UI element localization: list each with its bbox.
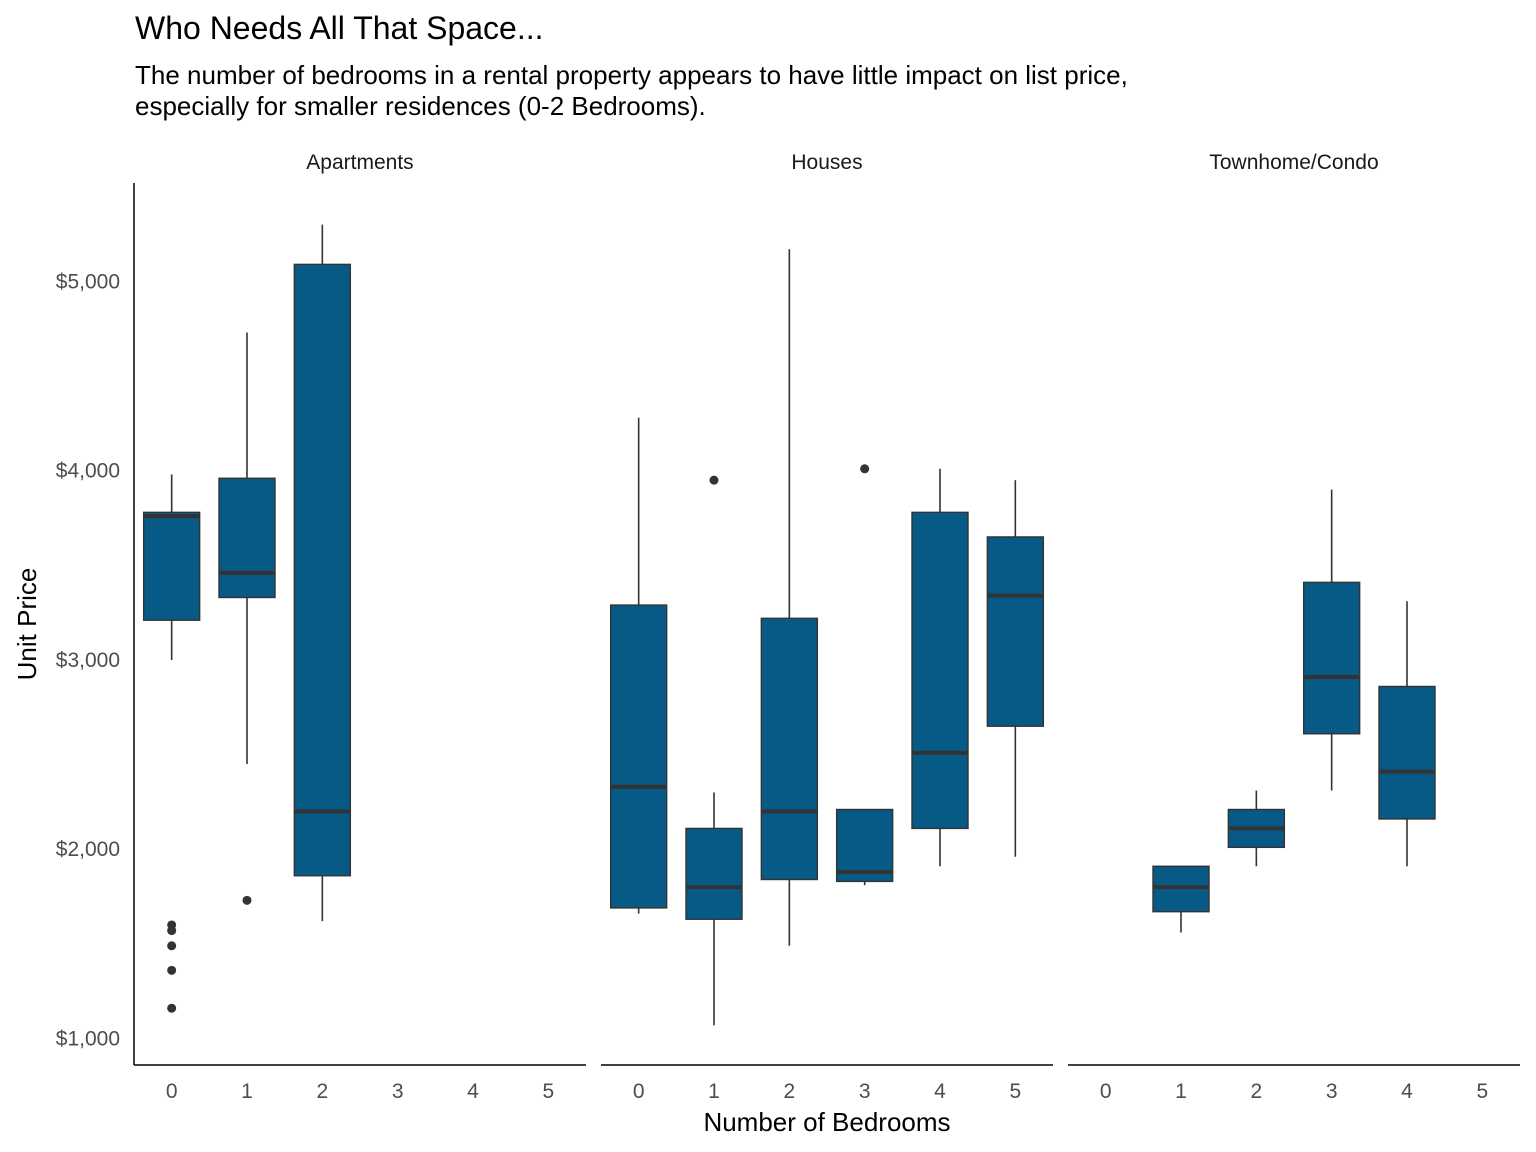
x-tick-label: 1	[1175, 1080, 1187, 1103]
box-iqr	[986, 536, 1045, 727]
facet-panel: Apartments 0 1 2 3 4 5 $1,000 $2,000 $3,000 $4,000…	[56, 151, 586, 1103]
boxplot	[1378, 601, 1436, 867]
box-iqr	[609, 604, 668, 909]
outlier-point	[167, 920, 177, 930]
y-axis-title: Unit Price	[12, 568, 42, 681]
boxplot	[911, 468, 969, 867]
boxplot	[142, 474, 201, 1013]
chart-subtitle: The number of bedrooms in a rental prope…	[135, 60, 1128, 121]
boxplot	[1152, 865, 1210, 933]
outlier-point	[167, 965, 177, 975]
x-tick-label: 4	[467, 1080, 479, 1103]
x-tick-label: 5	[1009, 1080, 1021, 1103]
facet-strip-label: Houses	[791, 151, 862, 174]
boxplot	[986, 480, 1045, 857]
box-iqr	[142, 511, 201, 621]
boxplot	[609, 417, 668, 914]
facet-strip-label: Apartments	[306, 151, 413, 174]
box-iqr	[685, 827, 743, 920]
x-tick-label: 5	[542, 1080, 554, 1103]
y-tick-label: $3,000	[56, 649, 120, 672]
x-tick-label: 1	[241, 1080, 253, 1103]
x-tick-label: 2	[316, 1080, 328, 1103]
x-tick-label: 0	[633, 1080, 645, 1103]
box-iqr	[911, 511, 969, 830]
facet-panel: Houses 0 1 2 3 4 5	[601, 151, 1053, 1103]
outlier-point	[860, 464, 870, 474]
x-tick-label: 0	[166, 1080, 178, 1103]
x-tick-label: 4	[934, 1080, 946, 1103]
box-iqr	[293, 263, 352, 877]
boxplot	[760, 249, 819, 946]
x-tick-label: 3	[392, 1080, 404, 1103]
boxplot	[218, 332, 276, 905]
box-iqr	[1302, 581, 1361, 735]
x-tick-label: 3	[859, 1080, 871, 1103]
y-tick-label: $5,000	[56, 270, 120, 293]
x-tick-label: 1	[708, 1080, 720, 1103]
boxplot	[835, 464, 894, 886]
x-tick-label: 4	[1401, 1080, 1413, 1103]
boxplot	[293, 224, 352, 922]
y-tick-label: $4,000	[56, 460, 120, 483]
x-tick-label: 0	[1100, 1080, 1112, 1103]
box-iqr	[1378, 685, 1436, 820]
x-tick-label: 2	[783, 1080, 795, 1103]
x-tick-label: 3	[1326, 1080, 1338, 1103]
x-tick-label: 2	[1250, 1080, 1262, 1103]
boxplot	[1227, 790, 1286, 867]
facet-panel: Townhome/Condo 0 1 2 3 4 5	[1068, 151, 1520, 1103]
boxplot	[685, 475, 743, 1026]
y-tick-label: $2,000	[56, 838, 120, 861]
outlier-point	[167, 941, 177, 951]
facet-strip-label: Townhome/Condo	[1209, 151, 1378, 174]
box-iqr	[218, 477, 276, 599]
boxplot	[1302, 489, 1361, 791]
box-iqr	[835, 808, 894, 883]
box-iqr	[760, 617, 819, 881]
outlier-point	[167, 1003, 177, 1013]
x-axis-title: Number of Bedrooms	[703, 1107, 950, 1137]
outlier-point	[242, 895, 252, 905]
x-tick-label: 5	[1476, 1080, 1488, 1103]
outlier-point	[709, 475, 719, 485]
y-tick-label: $1,000	[56, 1028, 120, 1051]
chart-title: Who Needs All That Space...	[135, 10, 544, 46]
